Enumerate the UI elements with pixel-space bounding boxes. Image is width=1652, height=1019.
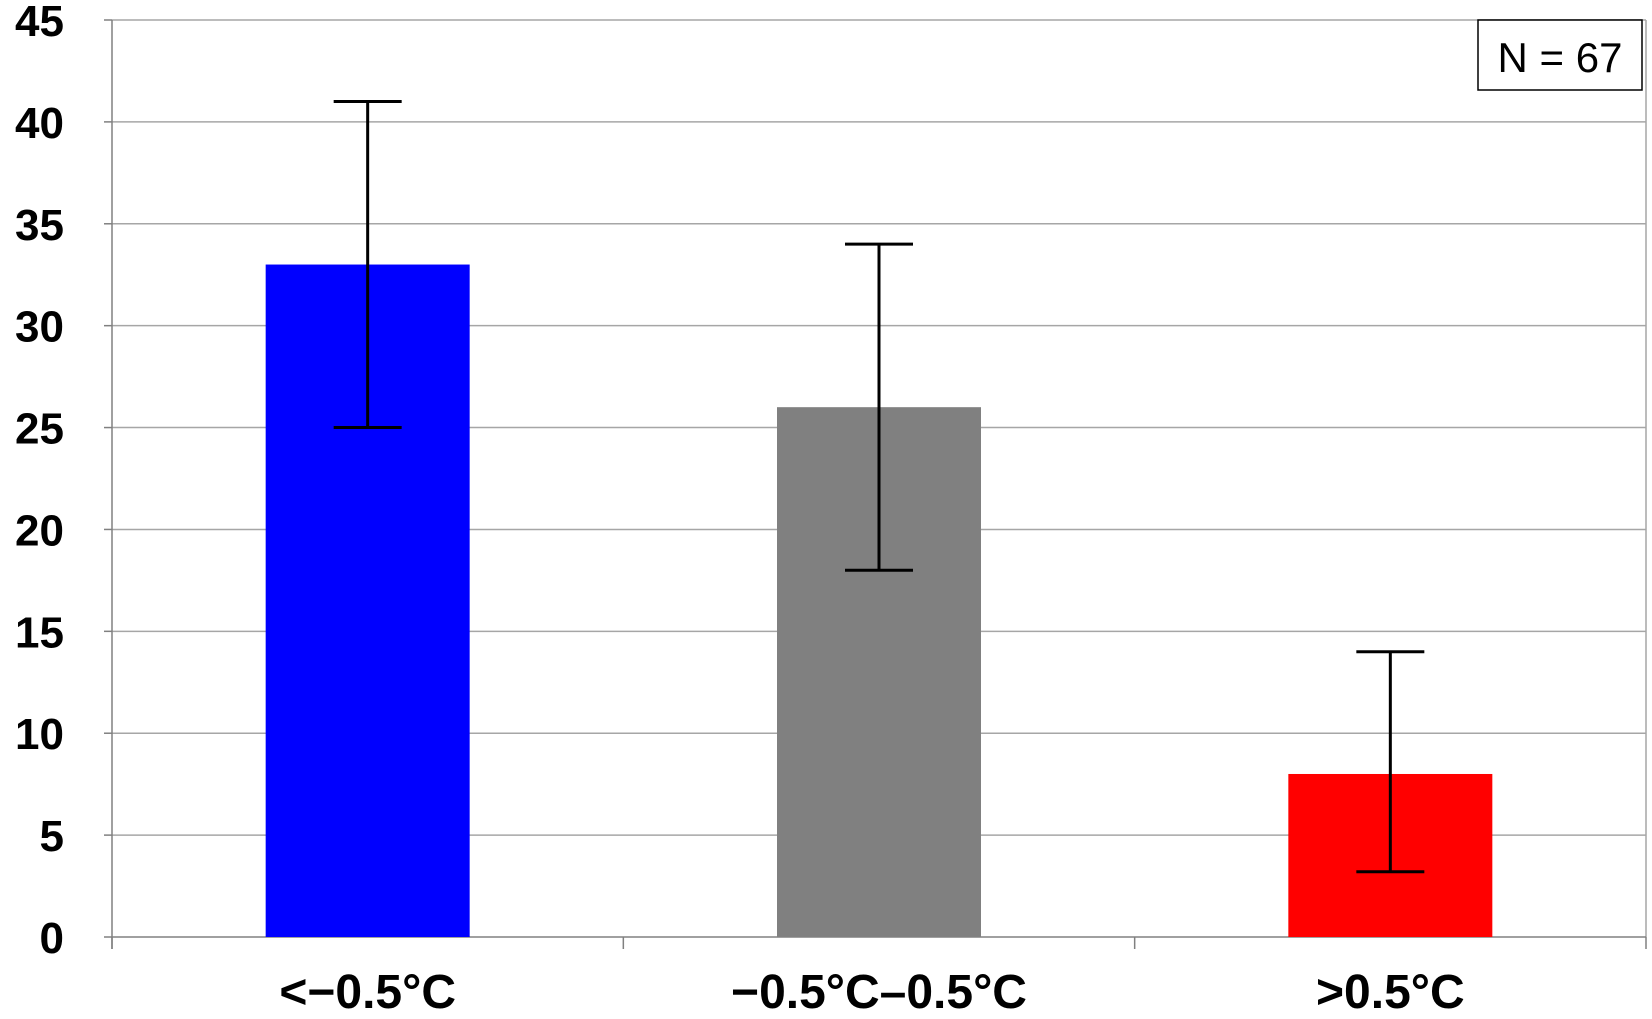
sample-size-annotation: N = 67 — [1498, 34, 1623, 81]
y-tick-label: 30 — [15, 303, 64, 352]
y-tick-label: 35 — [15, 201, 64, 250]
error-bars — [333, 100, 1425, 874]
y-tick-label: 10 — [15, 710, 64, 759]
annotation-box-border — [1477, 19, 1643, 91]
annotation-box: N = 67 — [1477, 19, 1643, 91]
x-category-label: −0.5°C–0.5°C — [731, 966, 1027, 1019]
y-tick-label: 5 — [40, 812, 64, 861]
y-tick-label: 25 — [15, 405, 64, 454]
y-tick-label: 40 — [15, 99, 64, 148]
x-category-label: <−0.5°C — [279, 966, 456, 1019]
labels: 0 5 10 15 20 25 30 35 40 45 <−0.5°C −0.5°C–0.5°C >0.… — [15, 0, 1465, 1019]
y-tick-label: 15 — [15, 608, 64, 657]
x-category-label: >0.5°C — [1316, 966, 1465, 1019]
y-tick-label: 0 — [40, 914, 64, 963]
y-tick-label: 20 — [15, 506, 64, 555]
y-tick-label: 45 — [15, 0, 64, 46]
